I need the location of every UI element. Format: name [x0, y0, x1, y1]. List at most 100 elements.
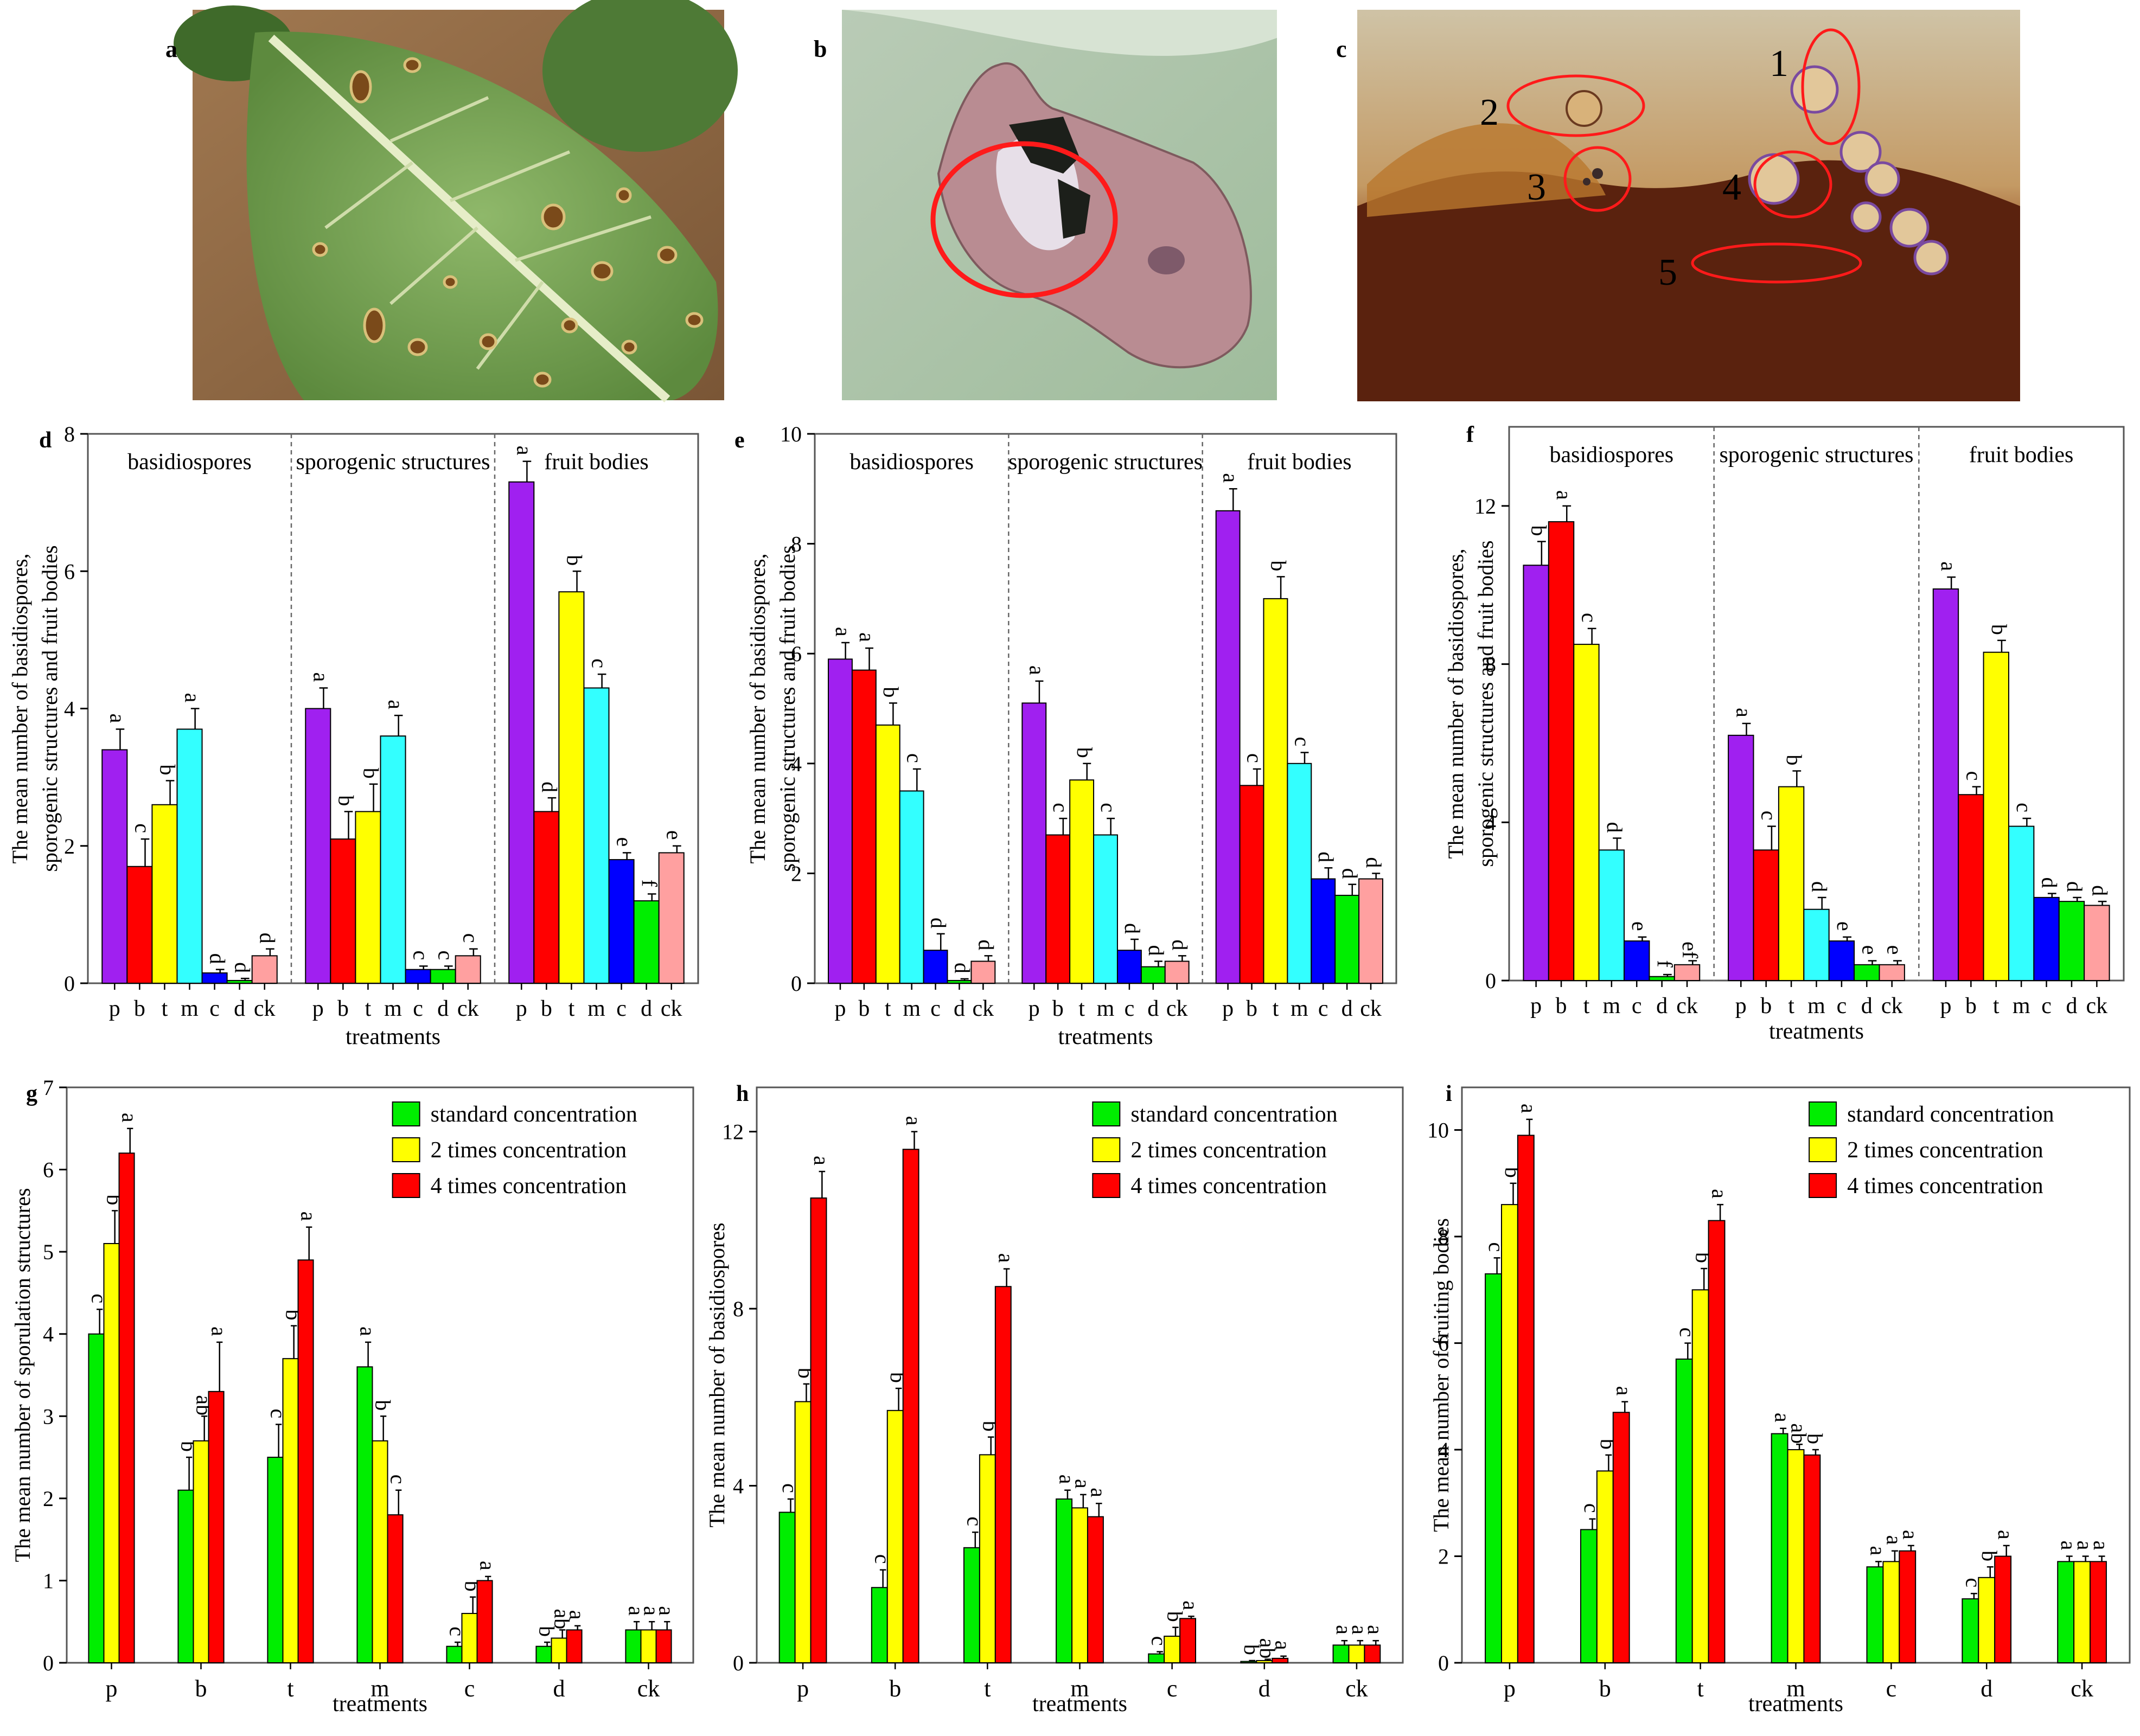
bar: [1358, 878, 1383, 984]
y-tick-label: 0: [43, 1651, 54, 1675]
bar: [297, 1259, 314, 1664]
bar: [1364, 1644, 1381, 1663]
x-tick-label: m: [181, 996, 199, 1021]
bar: [1500, 1204, 1518, 1663]
y-tick-label: 1: [43, 1568, 54, 1593]
significance-letter: a: [1898, 1530, 1922, 1540]
y-tick-label: 2: [791, 861, 802, 886]
x-tick-label: p: [1530, 994, 1542, 1018]
legend-swatch: [1092, 1173, 1121, 1198]
x-tick-label: p: [312, 996, 324, 1021]
x-tick-label: ck: [637, 1675, 660, 1702]
photo-c-marker-4: 4: [1722, 166, 1741, 208]
significance-letter: b: [1782, 754, 1806, 765]
bar: [446, 1645, 463, 1664]
bar: [875, 724, 900, 984]
significance-letter: e: [662, 830, 687, 840]
significance-letter: c: [1243, 753, 1267, 763]
bar: [1523, 565, 1549, 981]
x-tick-label: t: [1993, 994, 2000, 1018]
y-tick-label: 8: [1485, 652, 1496, 677]
bar: [1708, 1220, 1726, 1663]
significance-letter: d: [537, 781, 561, 792]
legend-swatch: [392, 1173, 420, 1198]
bar: [851, 669, 877, 984]
x-axis-label: treatments: [346, 1024, 440, 1049]
y-tick-label: 10: [1427, 1118, 1449, 1143]
group-title: fruit bodies: [544, 450, 648, 475]
x-tick-label: t: [1078, 996, 1085, 1021]
bar: [476, 1580, 493, 1663]
significance-letter: a: [1994, 1530, 2018, 1540]
bar: [380, 735, 406, 984]
x-tick-label: t: [885, 996, 891, 1021]
bar: [1932, 588, 1959, 982]
significance-letter: a: [1271, 1641, 1295, 1650]
bar: [1673, 964, 1701, 982]
significance-letter: a: [1866, 1546, 1890, 1555]
significance-letter: c: [903, 753, 927, 763]
panel-letter: d: [39, 428, 52, 453]
bar: [2073, 1561, 2091, 1663]
panel-letter: f: [1466, 422, 1474, 447]
photo-c-micrograph: 1 2 3 4 5: [1357, 10, 2020, 401]
significance-letter: a: [565, 1610, 590, 1620]
legend-label: standard concentration: [1847, 1102, 2054, 1127]
x-tick-label: d: [1147, 996, 1159, 1021]
legend-label: 2 times concentration: [1847, 1138, 2043, 1163]
bar: [1649, 976, 1675, 982]
y-tick-label: 2: [64, 834, 75, 859]
x-tick-label: ck: [1345, 1675, 1368, 1702]
bar: [1164, 1636, 1181, 1663]
bar: [1573, 644, 1600, 982]
bar: [2090, 1561, 2107, 1663]
x-tick-label: t: [365, 996, 372, 1021]
bar: [1854, 964, 1880, 982]
bar: [2008, 825, 2035, 982]
significance-letter: a: [1771, 1413, 1795, 1423]
bar: [1140, 966, 1166, 984]
significance-letter: b: [155, 764, 180, 775]
significance-letter: d: [1120, 923, 1145, 934]
x-tick-label: p: [106, 1675, 118, 1702]
significance-letter: d: [1144, 945, 1168, 956]
bar: [2084, 905, 2110, 981]
bar: [923, 950, 948, 984]
bar: [282, 1358, 299, 1664]
significance-letter: e: [1883, 945, 1907, 955]
x-tick-label: t: [287, 1675, 293, 1702]
bar: [1787, 1449, 1805, 1664]
x-tick-label: b: [134, 996, 145, 1021]
bar: [1311, 878, 1336, 984]
significance-letter: b: [1527, 525, 1551, 536]
legend-label: 2 times concentration: [1130, 1138, 1327, 1163]
significance-letter: a: [902, 1116, 926, 1126]
x-tick-label: b: [858, 996, 870, 1021]
bar: [1691, 1289, 1709, 1663]
x-tick-label: p: [1940, 994, 1951, 1018]
y-tick-label: 6: [791, 642, 802, 666]
y-tick-label: 6: [43, 1158, 54, 1182]
group-title: basidiospores: [1550, 443, 1674, 467]
chart-h: 0 4 8 12 The mean number of basidiospores h c b…: [705, 1081, 1404, 1716]
bar: [655, 1629, 672, 1663]
group-title: basidiospores: [127, 450, 252, 475]
bar: [176, 728, 203, 984]
y-tick-label: 6: [1438, 1331, 1449, 1356]
bar: [1803, 1454, 1821, 1663]
bar: [828, 658, 853, 984]
x-tick-label: d: [234, 996, 245, 1021]
significance-letter: d: [1314, 851, 1338, 862]
bar: [1069, 779, 1095, 984]
bar: [1348, 1644, 1365, 1663]
group-title: fruit bodies: [1969, 443, 2073, 467]
x-tick-label: t: [1697, 1675, 1704, 1702]
bar: [1240, 1661, 1257, 1663]
bar: [1045, 834, 1071, 984]
bar: [794, 1401, 812, 1663]
bar: [1624, 940, 1650, 981]
y-axis-label: The mean number of basidiospores,: [8, 553, 32, 863]
bar: [355, 811, 381, 984]
y-tick-label: 2: [43, 1487, 54, 1511]
